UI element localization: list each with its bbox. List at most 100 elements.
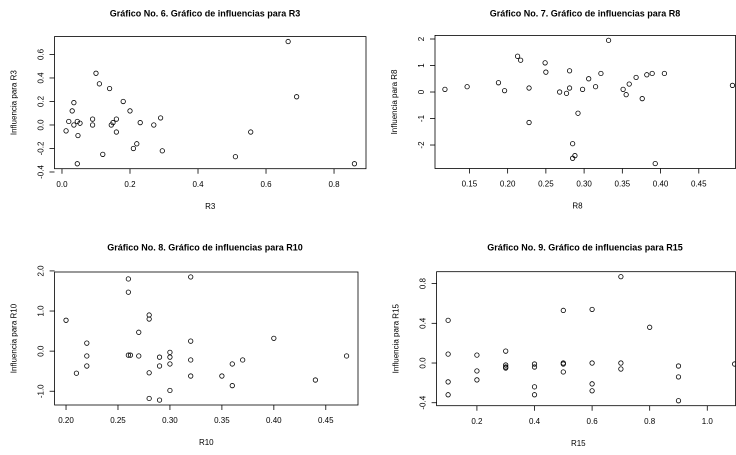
chart-title: Gráfico No. 8. Gráfico de influencias pa…: [107, 242, 303, 252]
point: [100, 151, 106, 157]
plot-box: [434, 35, 736, 169]
point: [343, 353, 350, 359]
point: [572, 153, 578, 159]
point: [620, 86, 626, 92]
point: [598, 70, 604, 77]
point: [146, 395, 152, 402]
point: [125, 289, 131, 295]
chart-title: Gráfico No. 7. Gráfico de influencias pa…: [490, 8, 681, 18]
y-tick-label: 0.4: [419, 317, 428, 329]
y-axis-label: Influencia para R3: [10, 70, 19, 135]
point: [120, 98, 126, 105]
point: [156, 397, 163, 403]
point: [542, 60, 548, 66]
point: [675, 374, 682, 380]
point: [146, 316, 152, 322]
point: [464, 84, 470, 90]
point: [675, 398, 682, 404]
point: [63, 128, 69, 134]
point: [158, 115, 164, 121]
y-tick-label: 2: [417, 36, 426, 41]
point: [219, 373, 225, 379]
point: [125, 352, 131, 358]
point: [514, 53, 521, 59]
point: [151, 122, 157, 128]
point: [312, 377, 318, 383]
point: [84, 353, 90, 359]
point: [75, 132, 81, 139]
point: [442, 86, 448, 92]
point: [474, 368, 480, 374]
point: [63, 317, 69, 323]
x-tick-label: 0.6: [260, 180, 272, 189]
point: [474, 377, 480, 383]
point: [531, 392, 538, 398]
point: [605, 37, 612, 43]
point: [73, 370, 80, 376]
point: [623, 92, 629, 98]
point: [188, 338, 194, 344]
y-tick-label: -0.4: [419, 395, 428, 409]
y-tick-label: 1.0: [37, 305, 46, 317]
x-tick-label: 0.2: [471, 417, 483, 426]
y-axis-label: Influencia para R10: [10, 303, 19, 373]
point: [618, 274, 624, 280]
point: [89, 116, 96, 122]
point: [156, 354, 163, 360]
point: [130, 145, 136, 152]
point: [188, 357, 194, 363]
point: [618, 366, 624, 372]
x-tick-label: 0.6: [587, 417, 599, 426]
x-tick-label: 0.30: [576, 180, 592, 189]
point: [589, 360, 595, 366]
plot-box: [54, 36, 367, 170]
point: [575, 110, 581, 116]
x-tick-label: 0.40: [266, 416, 282, 425]
point: [84, 340, 90, 346]
point: [229, 383, 235, 389]
point: [74, 161, 80, 167]
point: [285, 38, 291, 45]
point: [563, 90, 570, 96]
point: [644, 72, 650, 78]
point: [69, 108, 75, 114]
x-tick-label: 0.4: [529, 417, 541, 426]
x-axis-label: R15: [571, 439, 586, 448]
point: [495, 80, 502, 86]
point: [167, 349, 173, 355]
point: [579, 86, 586, 92]
point: [93, 70, 99, 76]
point: [560, 369, 566, 375]
point: [167, 361, 173, 367]
point: [137, 120, 143, 126]
point: [675, 363, 682, 369]
point: [71, 122, 77, 128]
x-tick-label: 0.8: [328, 180, 340, 189]
y-tick-label: 0.8: [419, 278, 428, 290]
y-tick-label: 0.4: [37, 72, 46, 84]
point: [566, 68, 573, 74]
point: [560, 307, 566, 314]
x-tick-label: 1.0: [702, 417, 714, 426]
point: [66, 118, 72, 125]
point: [271, 335, 277, 341]
point: [626, 81, 632, 87]
point: [518, 57, 524, 63]
y-tick-label: 0.0: [419, 357, 428, 369]
point: [127, 108, 133, 114]
point: [159, 148, 165, 154]
y-tick-label: 2.0: [37, 265, 46, 277]
point: [503, 362, 509, 368]
point: [503, 348, 509, 354]
point: [503, 365, 509, 371]
x-tick-label: 0.40: [653, 180, 669, 189]
point: [586, 76, 592, 82]
point: [618, 360, 624, 366]
y-tick-label: 0.0: [37, 119, 46, 131]
point: [589, 381, 595, 387]
point: [474, 352, 480, 358]
point: [110, 120, 116, 126]
x-tick-label: 0.4: [192, 180, 204, 189]
x-tick-label: 0.35: [214, 416, 230, 425]
